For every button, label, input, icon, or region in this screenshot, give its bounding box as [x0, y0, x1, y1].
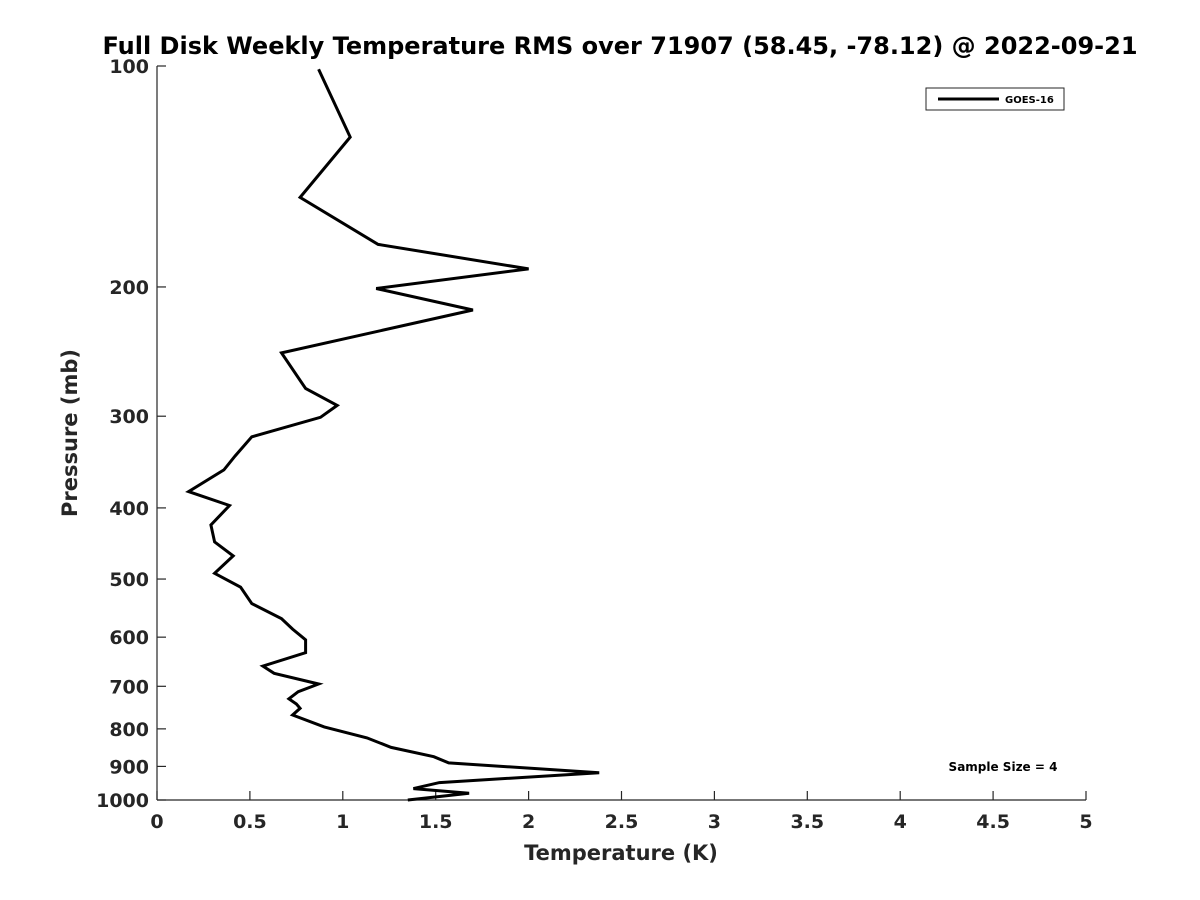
y-tick-label: 800 [109, 719, 149, 741]
y-tick-label: 400 [109, 498, 149, 520]
x-tick-label: 2.5 [605, 811, 639, 833]
x-tick-label: 3.5 [790, 811, 824, 833]
y-tick-label: 500 [109, 569, 149, 591]
y-tick-label: 200 [109, 277, 149, 299]
x-axis-ticks: 0 0.5 1 1.5 2 2.5 3 3.5 4 4.5 5 [150, 791, 1093, 833]
x-tick-label: 4 [894, 811, 907, 833]
y-tick-label: 600 [109, 627, 149, 649]
y-axis-ticks: 100 200 300 400 500 600 700 800 900 1000 [96, 56, 166, 812]
y-tick-label: 900 [109, 756, 149, 778]
y-tick-label: 100 [109, 56, 149, 78]
y-tick-label: 1000 [96, 790, 149, 812]
x-axis-label: Temperature (K) [524, 841, 718, 865]
x-tick-label: 2 [522, 811, 535, 833]
x-tick-label: 1 [336, 811, 349, 833]
x-tick-label: 5 [1079, 811, 1092, 833]
chart-title: Full Disk Weekly Temperature RMS over 71… [102, 32, 1137, 60]
plot-area [185, 68, 600, 802]
x-tick-label: 0.5 [233, 811, 267, 833]
legend-entry-goes-16: GOES-16 [1005, 95, 1054, 106]
series-line-goes-16 [185, 68, 600, 802]
x-tick-label: 0 [150, 811, 163, 833]
x-tick-label: 1.5 [419, 811, 453, 833]
y-axis-label: Pressure (mb) [58, 349, 82, 517]
sample-size-annotation: Sample Size = 4 [949, 760, 1058, 774]
x-tick-label: 3 [708, 811, 721, 833]
y-tick-label: 300 [109, 406, 149, 428]
y-tick-label: 700 [109, 676, 149, 698]
x-tick-label: 4.5 [976, 811, 1010, 833]
legend: GOES-16 [925, 87, 1065, 111]
